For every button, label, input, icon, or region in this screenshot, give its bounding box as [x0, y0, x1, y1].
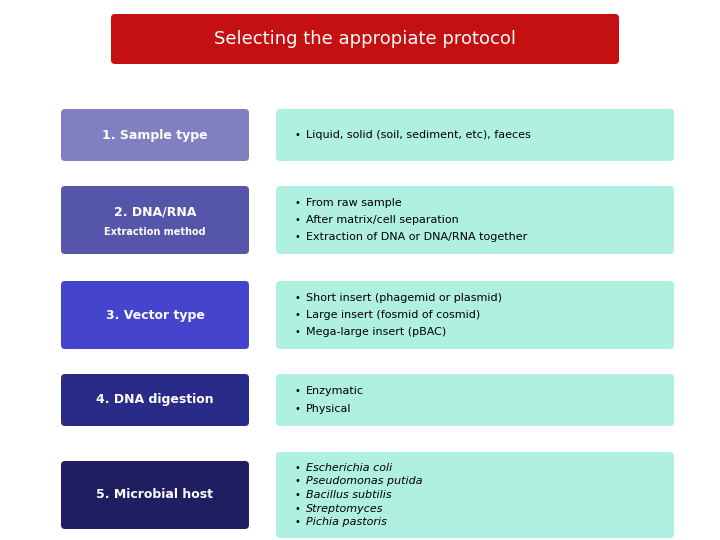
Text: Large insert (fosmid of cosmid): Large insert (fosmid of cosmid)	[306, 310, 480, 320]
Text: 2. DNA/RNA: 2. DNA/RNA	[114, 206, 196, 219]
FancyBboxPatch shape	[61, 374, 249, 426]
Text: 1. Sample type: 1. Sample type	[102, 129, 208, 141]
Text: Mega-large insert (pBAC): Mega-large insert (pBAC)	[306, 327, 446, 336]
Text: 4. DNA digestion: 4. DNA digestion	[96, 394, 214, 407]
Text: Physical: Physical	[306, 403, 351, 414]
Text: Pichia pastoris: Pichia pastoris	[306, 517, 387, 527]
Text: Enzymatic: Enzymatic	[306, 387, 364, 396]
Text: •: •	[294, 517, 300, 527]
Text: •: •	[294, 387, 300, 396]
Text: •: •	[294, 232, 300, 242]
Text: Short insert (phagemid or plasmid): Short insert (phagemid or plasmid)	[306, 293, 502, 303]
FancyBboxPatch shape	[61, 109, 249, 161]
Text: •: •	[294, 130, 300, 140]
FancyBboxPatch shape	[276, 374, 674, 426]
Text: Extraction of DNA or DNA/RNA together: Extraction of DNA or DNA/RNA together	[306, 232, 527, 242]
FancyBboxPatch shape	[276, 186, 674, 254]
Text: Liquid, solid (soil, sediment, etc), faeces: Liquid, solid (soil, sediment, etc), fae…	[306, 130, 531, 140]
Text: •: •	[294, 327, 300, 336]
FancyBboxPatch shape	[111, 14, 619, 64]
Text: After matrix/cell separation: After matrix/cell separation	[306, 215, 459, 225]
Text: Streptomyces: Streptomyces	[306, 504, 384, 514]
FancyBboxPatch shape	[61, 461, 249, 529]
Text: Selecting the appropiate protocol: Selecting the appropiate protocol	[214, 30, 516, 48]
Text: 5. Microbial host: 5. Microbial host	[96, 489, 214, 502]
Text: Bacillus subtilis: Bacillus subtilis	[306, 490, 392, 500]
Text: 3. Vector type: 3. Vector type	[106, 308, 204, 321]
Text: •: •	[294, 293, 300, 303]
Text: From raw sample: From raw sample	[306, 198, 402, 208]
Text: •: •	[294, 476, 300, 487]
FancyBboxPatch shape	[276, 109, 674, 161]
Text: •: •	[294, 490, 300, 500]
Text: •: •	[294, 215, 300, 225]
FancyBboxPatch shape	[276, 281, 674, 349]
Text: •: •	[294, 310, 300, 320]
Text: •: •	[294, 504, 300, 514]
Text: Extraction method: Extraction method	[104, 227, 206, 237]
Text: •: •	[294, 463, 300, 473]
Text: Escherichia coli: Escherichia coli	[306, 463, 392, 473]
FancyBboxPatch shape	[276, 452, 674, 538]
FancyBboxPatch shape	[61, 281, 249, 349]
Text: •: •	[294, 403, 300, 414]
Text: Pseudomonas putida: Pseudomonas putida	[306, 476, 423, 487]
FancyBboxPatch shape	[61, 186, 249, 254]
Text: •: •	[294, 198, 300, 208]
